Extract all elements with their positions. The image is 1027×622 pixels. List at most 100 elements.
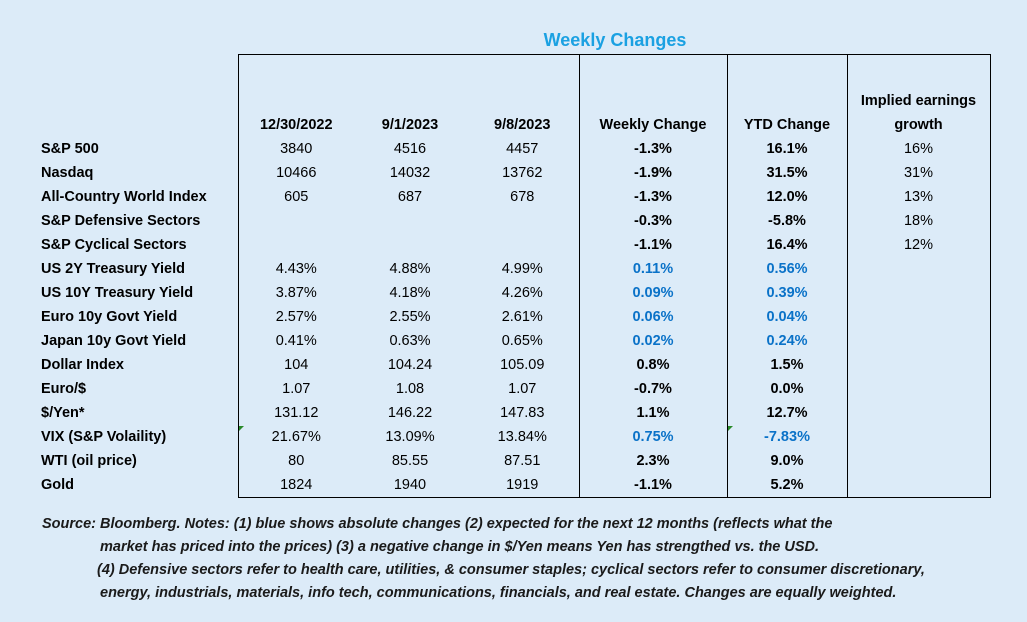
value-12-30-2022: 2.57% [237, 305, 354, 329]
ytd-change-value: -7.83% [726, 425, 848, 449]
implied-earnings-value [847, 353, 991, 377]
implied-earnings-value [847, 377, 991, 401]
row-label: US 10Y Treasury Yield [41, 285, 194, 301]
row-label: Nasdaq [41, 165, 94, 181]
implied-earnings-value [847, 257, 991, 281]
note-line-4: energy, industrials, materials, info tec… [100, 585, 897, 601]
table-row: S&P 500 3840 4516 4457 -1.3% 16.1% 16% [33, 137, 991, 161]
weekly-change-value: -1.1% [634, 237, 672, 253]
ytd-change-value: 12.7% [726, 401, 848, 425]
row-label: Japan 10y Govt Yield [41, 333, 187, 349]
value-9-8-2023: 2.61% [466, 305, 580, 329]
ytd-change-value: 0.56% [726, 257, 848, 281]
table-row: All-Country World Index 605 687 678 -1.3% 12.… [33, 185, 991, 209]
value-12-30-2022: 10466 [237, 161, 354, 185]
page-title: Weekly Changes [0, 30, 1027, 51]
row-label: Euro/$ [41, 381, 87, 397]
value-9-8-2023: 0.65% [466, 329, 580, 353]
ytd-change-value: 16.1% [726, 137, 848, 161]
table-row: VIX (S&P Volaility) 21.67% 13.09% 13.84% 0.7… [33, 425, 991, 449]
row-label: Euro 10y Govt Yield [41, 309, 178, 325]
row-label: Gold [41, 477, 75, 494]
row-label: S&P Cyclical Sectors [41, 237, 187, 253]
implied-earnings-value [847, 425, 991, 449]
ytd-change-value: 0.04% [726, 305, 848, 329]
table-row: US 10Y Treasury Yield 3.87% 4.18% 4.26% 0.09… [33, 281, 991, 305]
implied-earnings-value [847, 305, 991, 329]
value-9-8-2023: 147.83 [466, 401, 580, 425]
value-12-30-2022: 605 [237, 185, 354, 209]
ytd-change-value: 0.39% [726, 281, 848, 305]
value-12-30-2022: 1824 [237, 473, 354, 498]
title-text: Weekly Changes [543, 30, 687, 50]
weekly-change-value: -1.3% [634, 189, 672, 205]
value-9-8-2023 [466, 233, 580, 257]
row-label: S&P Defensive Sectors [41, 213, 201, 229]
value-9-8-2023: 13.84% [466, 425, 580, 449]
ytd-change-value: 9.0% [726, 449, 848, 473]
note-line-1: Source: Bloomberg. Notes: (1) blue shows… [42, 516, 833, 532]
weekly-change-value: 2.3% [636, 453, 670, 469]
value-9-1-2023: 13.09% [385, 429, 435, 445]
value-9-8-2023: 4.99% [466, 257, 580, 281]
implied-earnings-value: 18% [847, 209, 991, 233]
weekly-change-value: -0.3% [634, 213, 672, 229]
implied-earnings-value: 31% [847, 161, 991, 185]
header-implied-earnings-growth: Implied earnings growth [847, 54, 991, 137]
weekly-change-value: 1.1% [636, 405, 670, 421]
row-label: All-Country World Index [41, 189, 207, 205]
weekly-change-value: 0.06% [632, 309, 674, 325]
weekly-change-value: -1.1% [579, 473, 727, 498]
value-9-1-2023: 14032 [389, 165, 431, 181]
table-row: Japan 10y Govt Yield 0.41% 0.63% 0.65% 0.02%… [33, 329, 991, 353]
header-date-1: 12/30/2022 [237, 54, 354, 137]
value-12-30-2022: 104 [237, 353, 354, 377]
row-label: $/Yen* [41, 405, 85, 421]
row-label: WTI (oil price) [41, 453, 137, 469]
value-9-1-2023 [354, 233, 466, 257]
value-12-30-2022 [237, 233, 354, 257]
ytd-change-value: 16.4% [726, 233, 848, 257]
value-12-30-2022: 3840 [237, 137, 354, 161]
value-9-1-2023: 104.24 [387, 357, 433, 373]
table-row: Dollar Index 104 104.24 105.09 0.8% 1.5% [33, 353, 991, 377]
implied-earnings-value [847, 401, 991, 425]
ytd-change-value: 0.0% [726, 377, 848, 401]
value-9-8-2023: 13762 [466, 161, 580, 185]
value-12-30-2022: 80 [237, 449, 354, 473]
value-9-1-2023: 85.55 [391, 453, 429, 469]
value-9-8-2023: 4.26% [466, 281, 580, 305]
table-row: Nasdaq 10466 14032 13762 -1.9% 31.5% 31% [33, 161, 991, 185]
cell-comment-marker-icon [728, 426, 733, 431]
ytd-change-value: 0.24% [726, 329, 848, 353]
row-label: US 2Y Treasury Yield [41, 261, 186, 277]
row-label: S&P 500 [41, 141, 99, 157]
value-9-8-2023: 1.07 [466, 377, 580, 401]
value-9-1-2023 [354, 209, 466, 233]
weekly-change-value: 0.02% [632, 333, 674, 349]
value-12-30-2022: 21.67% [237, 425, 354, 449]
table-row: US 2Y Treasury Yield 4.43% 4.88% 4.99% 0.11%… [33, 257, 991, 281]
weekly-change-value: 0.09% [632, 285, 674, 301]
value-9-1-2023: 1940 [354, 473, 466, 498]
value-9-1-2023: 0.63% [389, 333, 431, 349]
implied-earnings-value [847, 329, 991, 353]
implied-earnings-value [847, 281, 991, 305]
row-label: Dollar Index [41, 357, 124, 373]
implied-earnings-value [847, 449, 991, 473]
header-weekly-change: Weekly Change [579, 54, 727, 137]
value-9-1-2023: 4516 [393, 141, 427, 157]
value-12-30-2022: 131.12 [237, 401, 354, 425]
table-row: Euro 10y Govt Yield 2.57% 2.55% 2.61% 0.06% 0… [33, 305, 991, 329]
weekly-change-value: 0.75% [632, 429, 674, 445]
header-row: 12/30/2022 9/1/2023 9/8/2023 Weekly Chan… [33, 54, 991, 137]
ytd-change-value: -5.8% [726, 209, 848, 233]
value-9-8-2023: 1919 [466, 473, 580, 498]
implied-earnings-value: 16% [847, 137, 991, 161]
ytd-change-value: 1.5% [726, 353, 848, 377]
weekly-change-value: -1.3% [634, 141, 672, 157]
weekly-change-value: -0.7% [634, 381, 672, 397]
value-9-8-2023: 4457 [466, 137, 580, 161]
weekly-change-value: 0.8% [636, 357, 670, 373]
value-12-30-2022 [237, 209, 354, 233]
